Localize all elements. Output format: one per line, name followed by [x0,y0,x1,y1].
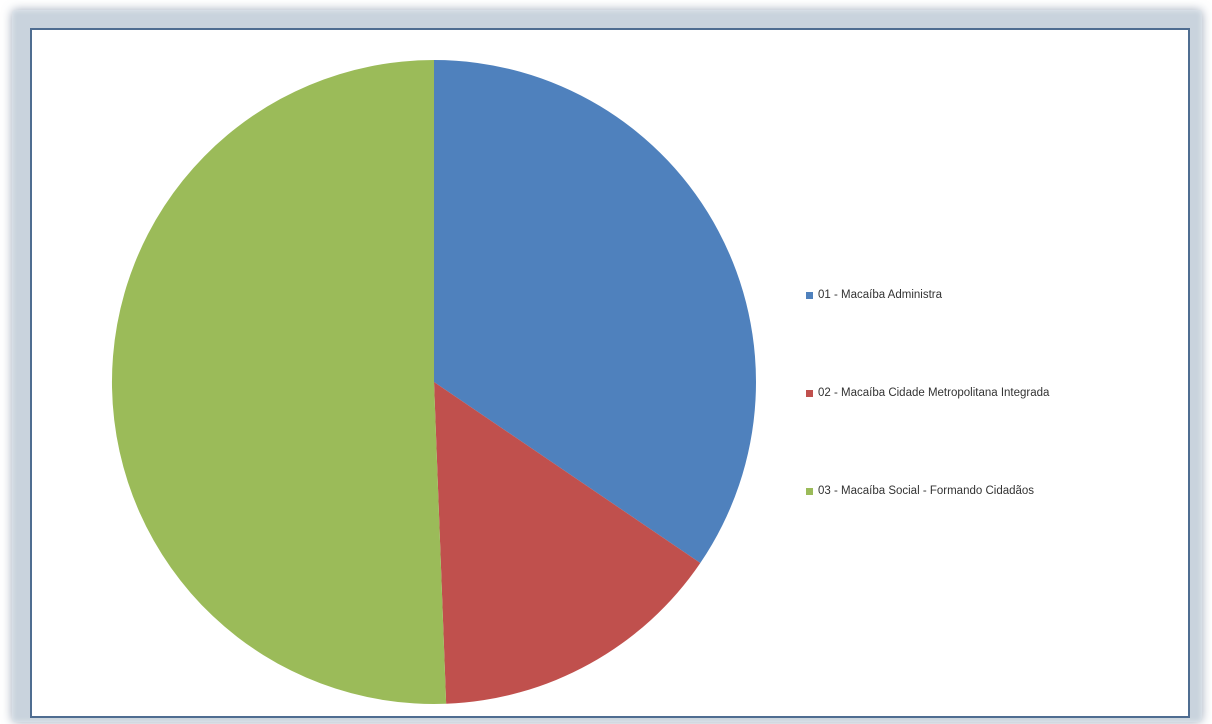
legend-swatch-03 [806,487,813,495]
legend-label-01: 01 - Macaíba Administra [818,289,943,301]
legend: 01 - Macaíba Administra 02 - Macaíba Cid… [806,285,1186,501]
legend-label-03: 03 - Macaíba Social - Formando Cidadãos [818,485,1035,497]
legend-swatch-02 [806,389,813,397]
pie-slice-02 [434,382,701,704]
legend-swatch-01 [806,291,813,299]
pie-chart [111,60,756,704]
chart-frame: 01 - Macaíba Administra 02 - Macaíba Cid… [12,10,1202,722]
legend-item-01: 01 - Macaíba Administra [806,285,1186,305]
pie-slice-01 [434,60,756,563]
legend-label-02: 02 - Macaíba Cidade Metropolitana Integr… [818,387,1050,399]
legend-item-03: 03 - Macaíba Social - Formando Cidadãos [806,481,1186,501]
chart-area: 01 - Macaíba Administra 02 - Macaíba Cid… [30,28,1190,718]
legend-item-02: 02 - Macaíba Cidade Metropolitana Integr… [806,383,1186,403]
pie-slice-03 [111,60,447,704]
